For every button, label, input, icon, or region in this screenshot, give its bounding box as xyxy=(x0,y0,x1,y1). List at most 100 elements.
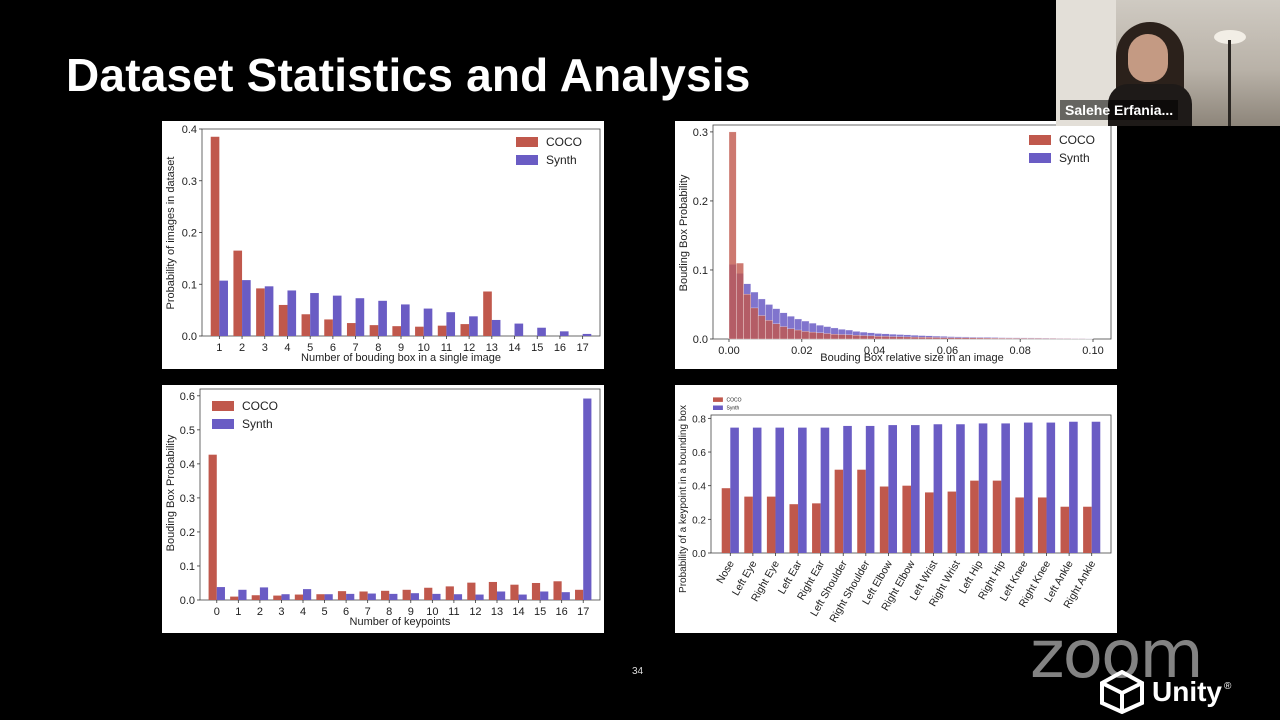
bar-coco xyxy=(857,469,866,553)
y-tick-label: 0.1 xyxy=(693,265,708,277)
chart-svg-box-relative-size: 0.0 0.1 0.2 0.3 0.00 0.02 0.04 0.06 0.08 0.10 Boud… xyxy=(678,124,1112,364)
bar-coco xyxy=(337,591,347,600)
x-axis-label: Number of keypoints xyxy=(350,616,451,628)
bar-coco xyxy=(1037,497,1047,553)
y-tick-label: 0.6 xyxy=(180,391,195,403)
legend-swatch-synth xyxy=(713,405,723,410)
zoom-watermark: zoom xyxy=(1030,616,1204,693)
x-tick-label: 9 xyxy=(408,606,414,618)
x-tick-label: 17 xyxy=(577,342,589,354)
bar-synth xyxy=(1001,423,1010,553)
hist-bar-coco xyxy=(1005,338,1014,340)
chart-svg-keypoints-count: 0.00.10.20.30.40.50.60 1 2 3 4 5 6 7 8 9 10 11 12 13 1… xyxy=(165,388,601,628)
x-tick-label: 6 xyxy=(330,342,336,354)
hist-bar-coco xyxy=(1041,338,1050,340)
x-tick-label: 17 xyxy=(577,606,589,618)
participant-face-shape xyxy=(1128,34,1168,82)
chart-keypoints-count: 0.0 0.1 0.2 0.3 0.4 0.5 0.6 0 1 2 3 4 5 6 7 8 9 10 11 12 13 1… xyxy=(162,385,604,633)
bar-synth xyxy=(888,425,897,553)
bar-synth xyxy=(820,427,830,553)
x-tick-label: Nose xyxy=(714,558,737,585)
y-tick-label: 0.0 xyxy=(693,334,708,346)
bar-coco xyxy=(208,454,217,600)
hist-bar-coco xyxy=(808,331,817,340)
y-tick-label: 0.4 xyxy=(180,459,195,471)
bar-synth xyxy=(310,293,319,336)
bar-coco xyxy=(294,594,303,600)
legend-swatch-coco xyxy=(713,397,723,402)
bar-synth xyxy=(956,424,965,553)
chart-box-relative-size: 0.0 0.1 0.2 0.3 0.00 0.02 0.04 0.06 0.08 0.10 Boud… xyxy=(675,121,1117,369)
bar-synth xyxy=(453,594,463,600)
y-tick-label: 0.5 xyxy=(180,425,195,437)
bar-synth xyxy=(332,295,342,336)
legend-label-coco: COCO xyxy=(546,135,582,149)
y-tick-label: 0.1 xyxy=(180,561,195,573)
x-tick-label: 1 xyxy=(216,342,222,354)
chart-boxes-per-image: 0.0 0.1 0.2 0.3 0.4 1 2 3 4 5 6 7 8 9 10 11 12 13 14 15 16 17… xyxy=(162,121,604,369)
y-tick-label: 0.2 xyxy=(182,228,197,240)
hist-bar-coco xyxy=(881,336,890,340)
bar-synth xyxy=(583,398,592,600)
x-tick-label: 16 xyxy=(554,342,566,354)
x-tick-label: 11 xyxy=(441,342,452,354)
x-tick-label: 12 xyxy=(463,342,475,354)
bar-coco xyxy=(879,486,889,553)
legend-label-coco: COCO xyxy=(727,397,742,403)
bar-coco xyxy=(510,584,519,600)
bar-coco xyxy=(1083,506,1092,553)
x-tick-label: 0.04 xyxy=(864,345,885,357)
bar-coco xyxy=(256,288,265,336)
bar-synth xyxy=(911,425,920,553)
x-tick-label: 1 xyxy=(235,606,241,618)
bar-synth xyxy=(367,593,376,600)
lamp-shape xyxy=(1214,30,1246,44)
bar-coco xyxy=(925,492,934,553)
x-tick-label: 8 xyxy=(386,606,392,618)
bar-synth xyxy=(1023,422,1033,553)
legend-swatch-synth xyxy=(516,155,538,165)
x-tick-label: 16 xyxy=(556,606,568,618)
y-axis-label: Probability of images in dataset xyxy=(165,157,177,310)
bar-synth xyxy=(730,427,739,553)
x-tick-label: 6 xyxy=(343,606,349,618)
bar-synth xyxy=(537,327,546,336)
bar-synth xyxy=(475,594,484,600)
x-tick-label: 13 xyxy=(486,342,498,354)
bar-synth xyxy=(324,594,333,600)
bar-coco xyxy=(575,589,584,600)
unity-watermark: Unity ® xyxy=(1098,670,1231,714)
x-tick-label: 10 xyxy=(418,342,430,354)
bar-coco xyxy=(230,596,239,600)
bar-synth xyxy=(518,594,527,600)
hist-bar-coco xyxy=(874,336,883,340)
hist-bar-coco xyxy=(976,337,984,340)
hist-bar-coco xyxy=(947,337,955,340)
bar-synth xyxy=(264,286,274,336)
bar-synth xyxy=(242,280,251,336)
x-tick-label: 0.00 xyxy=(718,345,739,357)
x-tick-label: 7 xyxy=(353,342,359,354)
x-tick-label: 5 xyxy=(307,342,313,354)
bar-coco xyxy=(483,291,492,336)
bar-coco xyxy=(324,319,333,336)
plot-frame xyxy=(199,388,601,601)
bar-coco xyxy=(1015,497,1024,553)
y-tick-label: 0.0 xyxy=(182,331,197,343)
bar-synth xyxy=(978,423,988,553)
hist-bar-coco xyxy=(859,335,868,340)
participant-video[interactable]: Salehe Erfania... xyxy=(1056,0,1280,126)
bar-coco xyxy=(251,595,260,600)
x-tick-label: 3 xyxy=(262,342,268,354)
hist-bar-coco xyxy=(743,293,751,340)
hist-bar-coco xyxy=(932,337,941,340)
bar-coco xyxy=(402,589,411,600)
x-tick-label: 0.08 xyxy=(1009,345,1030,357)
bar-coco xyxy=(834,469,844,553)
y-tick-label: 0.4 xyxy=(182,124,197,136)
hist-bar-coco xyxy=(990,337,999,340)
x-tick-label: 0 xyxy=(214,606,220,618)
hist-bar-coco xyxy=(750,307,759,340)
hist-bar-coco xyxy=(925,337,933,340)
bar-synth xyxy=(389,593,398,600)
